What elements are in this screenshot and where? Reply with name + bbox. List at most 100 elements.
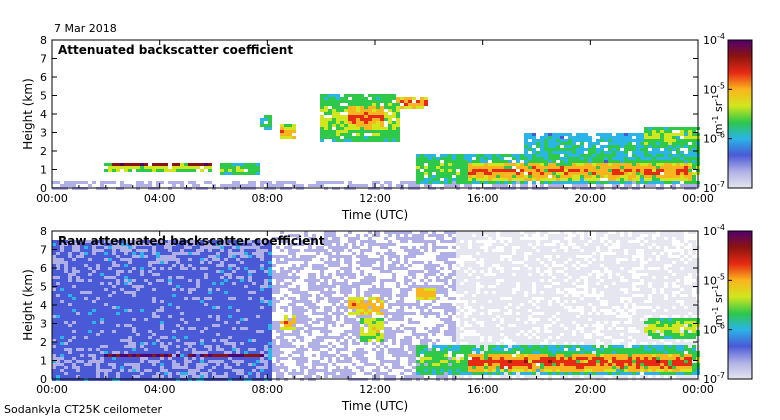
- heatmap-cell: [132, 258, 136, 261]
- heatmap-cell: [196, 264, 200, 267]
- heatmap-cell: [688, 163, 692, 166]
- heatmap-cell: [296, 285, 300, 288]
- heatmap-cell: [352, 318, 356, 321]
- heatmap-cell: [476, 163, 480, 166]
- heatmap-cell: [248, 246, 252, 249]
- heatmap-cell: [88, 333, 92, 336]
- heatmap-cell: [660, 181, 664, 184]
- heatmap-cell: [56, 255, 60, 258]
- heatmap-cell: [544, 151, 548, 154]
- heatmap-cell: [572, 145, 576, 148]
- heatmap-cell: [112, 267, 116, 270]
- heatmap-cell: [272, 339, 276, 342]
- heatmap-cell: [64, 366, 68, 369]
- heatmap-cell: [180, 258, 184, 261]
- heatmap-cell: [204, 309, 208, 312]
- heatmap-cell: [160, 306, 164, 309]
- heatmap-cell: [196, 276, 200, 279]
- heatmap-cell: [160, 252, 164, 255]
- heatmap-cell: [192, 372, 196, 375]
- heatmap-cell: [116, 324, 120, 327]
- heatmap-cell: [176, 249, 180, 252]
- heatmap-cell: [292, 357, 296, 360]
- heatmap-cell: [260, 300, 264, 303]
- heatmap-cell: [228, 312, 232, 315]
- heatmap-cell: [384, 133, 388, 136]
- heatmap-cell: [356, 324, 360, 327]
- heatmap-cell: [640, 145, 644, 148]
- heatmap-cell: [56, 294, 60, 297]
- heatmap-cell: [248, 294, 252, 297]
- heatmap-cell: [132, 360, 136, 363]
- heatmap-cell: [532, 139, 536, 142]
- heatmap-cell: [344, 243, 348, 246]
- heatmap-cell: [248, 169, 252, 172]
- heatmap-cell: [376, 139, 380, 142]
- heatmap-cell: [624, 157, 628, 160]
- heatmap-cell: [352, 300, 356, 303]
- heatmap-cell: [280, 133, 284, 136]
- heatmap-cell: [88, 330, 92, 333]
- heatmap-cell: [144, 321, 148, 324]
- heatmap-cell: [596, 142, 600, 145]
- heatmap-cell: [576, 154, 580, 157]
- heatmap-cell: [384, 127, 388, 130]
- heatmap-cell: [156, 169, 160, 172]
- heatmap-cell: [524, 178, 528, 181]
- heatmap-cell: [652, 169, 656, 172]
- heatmap-cell: [220, 166, 224, 169]
- heatmap-cell: [144, 318, 148, 321]
- heatmap-cell: [108, 333, 112, 336]
- heatmap-cell: [652, 130, 656, 133]
- heatmap-cell: [228, 315, 232, 318]
- heatmap-cell: [252, 324, 256, 327]
- heatmap-cell: [468, 178, 472, 181]
- heatmap-cell: [220, 336, 224, 339]
- heatmap-cell: [276, 351, 280, 354]
- heatmap-cell: [136, 267, 140, 270]
- heatmap-cell: [204, 249, 208, 252]
- heatmap-cell: [232, 315, 236, 318]
- heatmap-cell: [476, 160, 480, 163]
- heatmap-cell: [208, 336, 212, 339]
- heatmap-cell: [164, 288, 168, 291]
- heatmap-cell: [552, 172, 556, 175]
- heatmap-cell: [268, 345, 272, 348]
- heatmap-cell: [332, 103, 336, 106]
- heatmap-cell: [572, 157, 576, 160]
- heatmap-cell: [300, 309, 304, 312]
- heatmap-cell: [260, 351, 264, 354]
- heatmap-cell: [360, 139, 364, 142]
- heatmap-cell: [208, 297, 212, 300]
- heatmap-cell: [292, 291, 296, 294]
- heatmap-cell: [216, 243, 220, 246]
- heatmap-cell: [652, 151, 656, 154]
- heatmap-cell: [356, 330, 360, 333]
- heatmap-cell: [336, 357, 340, 360]
- heatmap-cell: [176, 288, 180, 291]
- heatmap-cell: [204, 181, 208, 184]
- heatmap-cell: [680, 130, 684, 133]
- heatmap-cell: [244, 330, 248, 333]
- heatmap-cell: [336, 282, 340, 285]
- heatmap-cell: [164, 249, 168, 252]
- heatmap-cell: [376, 94, 380, 97]
- heatmap-cell: [112, 318, 116, 321]
- heatmap-cell: [244, 279, 248, 282]
- heatmap-cell: [344, 136, 348, 139]
- heatmap-cell: [96, 354, 100, 357]
- heatmap-cell: [532, 160, 536, 163]
- heatmap-cell: [228, 184, 232, 187]
- heatmap-cell: [208, 163, 212, 166]
- heatmap-cell: [360, 297, 364, 300]
- heatmap-cell: [416, 163, 420, 166]
- heatmap-cell: [248, 264, 252, 267]
- heatmap-cell: [304, 357, 308, 360]
- heatmap-cell: [312, 312, 316, 315]
- heatmap-cell: [584, 166, 588, 169]
- heatmap-cell: [144, 285, 148, 288]
- heatmap-cell: [148, 357, 152, 360]
- heatmap-cell: [476, 154, 480, 157]
- heatmap-cell: [156, 255, 160, 258]
- heatmap-cell: [76, 342, 80, 345]
